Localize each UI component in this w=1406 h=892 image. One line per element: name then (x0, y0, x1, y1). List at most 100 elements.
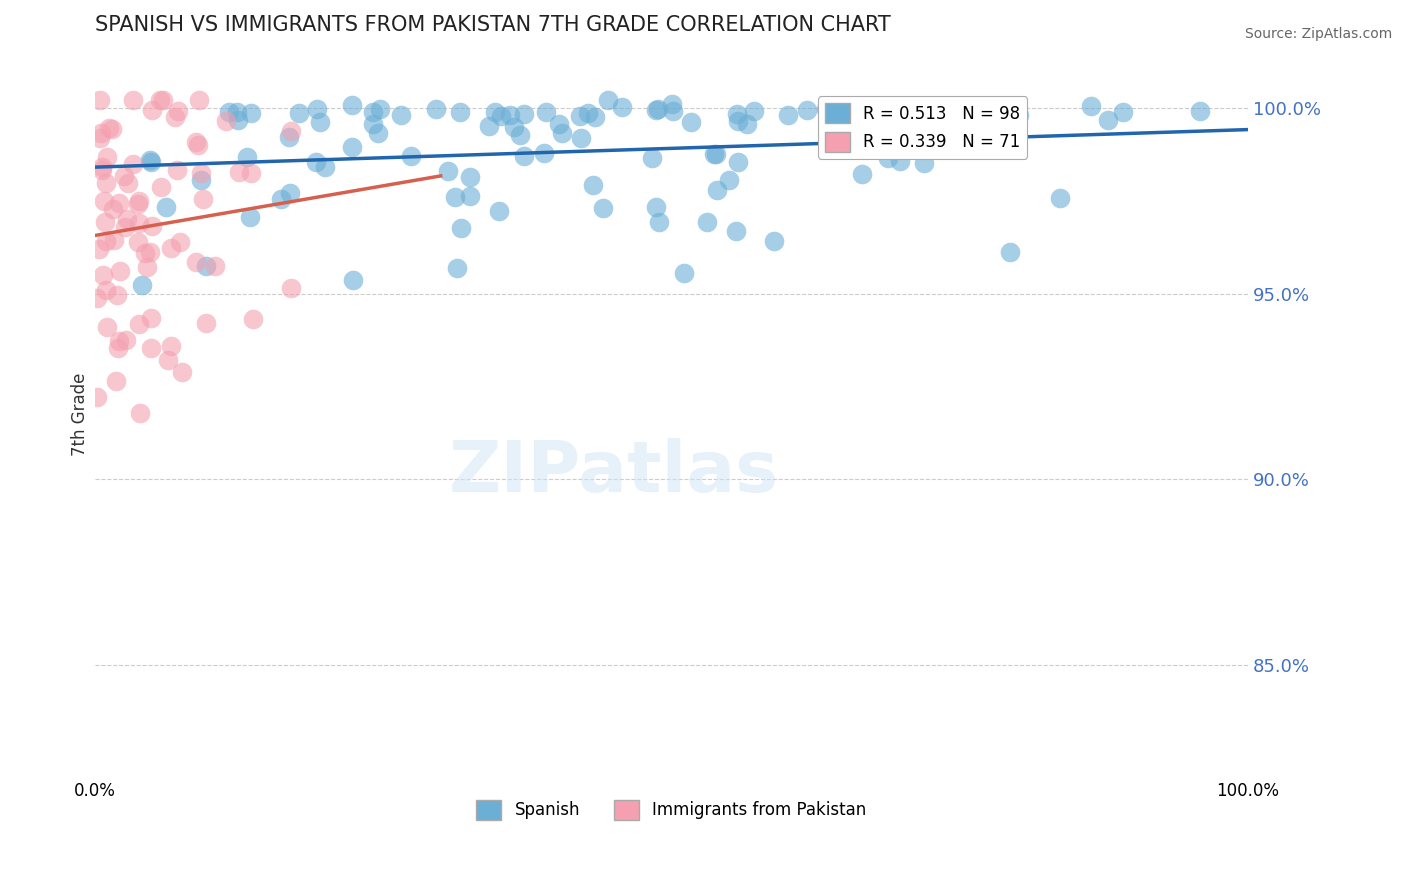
Point (278, 186, 301, 201)
Point (94, 235, 117, 249)
Point (912, 156, 935, 170)
Point (169, 235, 191, 250)
Point (190, 166, 212, 180)
Point (97, 121, 120, 136)
Point (239, 106, 262, 120)
Point (368, 102, 391, 116)
Point (104, 374, 127, 388)
Point (342, 98, 364, 112)
Point (115, 212, 138, 227)
Point (737, 117, 759, 131)
Point (186, 254, 208, 268)
Point (776, 108, 799, 122)
Point (647, 102, 669, 116)
Point (592, 201, 614, 215)
Point (157, 352, 180, 367)
Point (696, 215, 718, 229)
Point (127, 196, 149, 211)
Point (450, 220, 472, 235)
Point (236, 150, 259, 164)
Y-axis label: 7th Grade: 7th Grade (72, 373, 89, 456)
Point (127, 235, 149, 249)
Point (533, 146, 555, 161)
Point (576, 106, 599, 120)
Point (1097, 112, 1119, 127)
Point (399, 149, 422, 163)
Point (672, 266, 695, 280)
Point (103, 202, 125, 216)
Point (569, 131, 592, 145)
Point (159, 338, 181, 352)
Point (436, 163, 458, 178)
Point (96, 320, 118, 334)
Point (89, 93, 111, 107)
Point (186, 135, 208, 149)
Point (96, 150, 118, 164)
Point (270, 192, 292, 206)
Point (93, 194, 115, 208)
Point (499, 108, 522, 122)
Point (610, 100, 633, 114)
Point (851, 167, 873, 181)
Point (305, 155, 328, 169)
Point (725, 224, 748, 238)
Point (139, 342, 162, 356)
Point (548, 118, 571, 132)
Point (763, 234, 786, 248)
Point (128, 317, 150, 331)
Point (832, 103, 855, 117)
Point (90, 127, 112, 141)
Point (998, 245, 1021, 260)
Point (288, 106, 311, 120)
Point (110, 264, 132, 278)
Point (458, 189, 481, 203)
Point (94, 215, 117, 229)
Point (226, 113, 249, 128)
Point (641, 151, 664, 165)
Point (582, 178, 605, 192)
Point (191, 192, 214, 206)
Point (187, 137, 209, 152)
Point (139, 155, 162, 169)
Point (314, 160, 336, 174)
Point (489, 109, 512, 123)
Point (340, 140, 363, 154)
Point (596, 93, 619, 107)
Point (277, 129, 299, 144)
Point (425, 103, 447, 117)
Point (342, 272, 364, 286)
Point (513, 107, 536, 121)
Point (509, 128, 531, 142)
Point (91, 161, 114, 175)
Point (134, 246, 156, 260)
Point (477, 120, 499, 134)
Point (662, 104, 685, 119)
Point (150, 180, 173, 194)
Point (187, 93, 209, 107)
Point (717, 173, 740, 187)
Point (889, 154, 911, 169)
Point (814, 102, 837, 116)
Point (280, 124, 302, 138)
Point (583, 110, 606, 124)
Point (1188, 103, 1211, 118)
Point (167, 104, 190, 119)
Point (679, 115, 702, 129)
Point (128, 216, 150, 230)
Point (90, 162, 112, 177)
Point (981, 112, 1004, 126)
Point (727, 154, 749, 169)
Point (96, 176, 118, 190)
Point (115, 333, 138, 347)
Point (706, 183, 728, 197)
Point (117, 176, 139, 190)
Point (703, 147, 725, 161)
Point (444, 190, 467, 204)
Point (141, 219, 163, 234)
Point (503, 120, 526, 134)
Point (484, 104, 506, 119)
Point (242, 312, 264, 326)
Point (138, 244, 160, 259)
Point (101, 122, 124, 136)
Text: Source: ZipAtlas.com: Source: ZipAtlas.com (1244, 27, 1392, 41)
